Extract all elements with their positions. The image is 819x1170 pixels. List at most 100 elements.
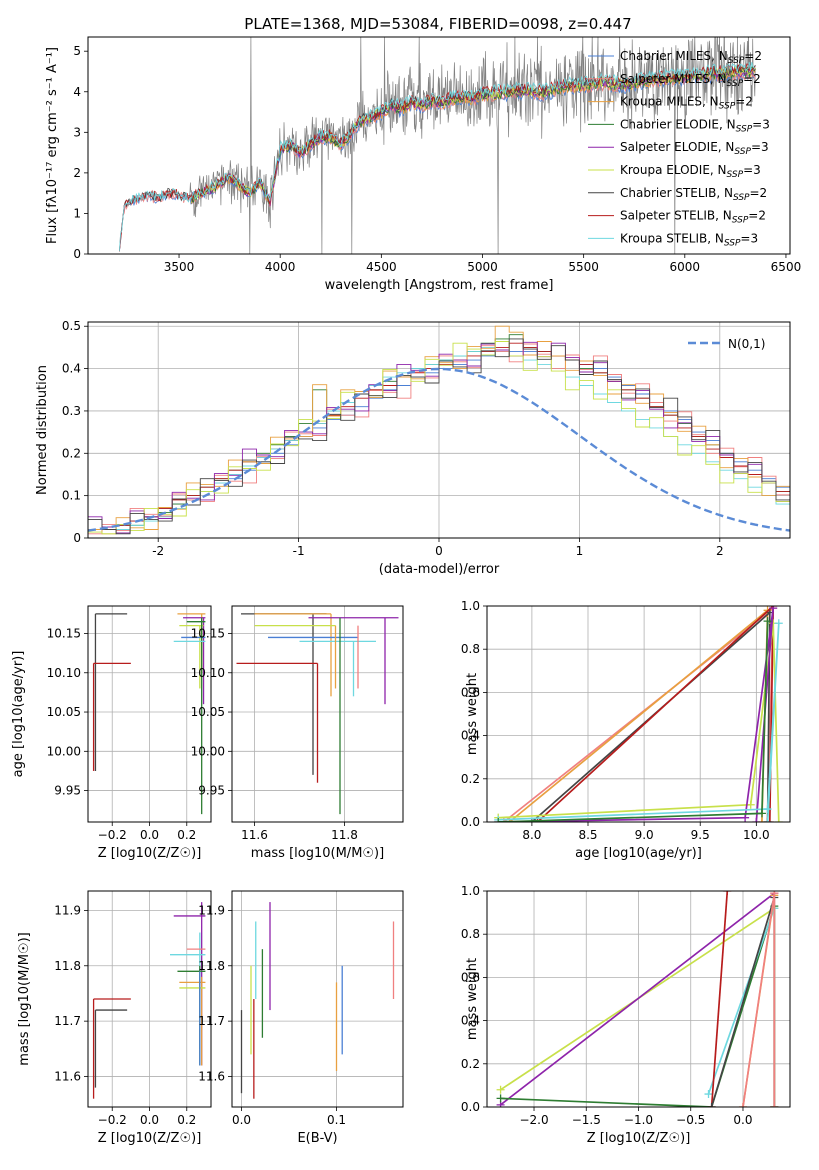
plus-marker xyxy=(496,1085,505,1094)
y-axis-label: Flux [fλ10⁻¹⁷ erg cm⁻² s⁻¹ A⁻¹] xyxy=(45,47,60,244)
y-tick-label: 10.15 xyxy=(47,626,81,640)
y-tick-label: 0.4 xyxy=(461,729,480,743)
plus-marker xyxy=(770,1103,779,1107)
y-axis-label: mass weight xyxy=(465,958,480,1040)
mass-vs-metallicity-panel: −0.2 0.0 0.2 11.6 11.7 11.8 11.9 Z [log10(Z/Z☉)… xyxy=(17,890,212,1146)
y-tick-label: 0 xyxy=(73,247,81,261)
errorbar-plot-area xyxy=(92,613,206,815)
model-spectrum-line xyxy=(119,63,756,252)
plus-marker xyxy=(746,800,755,809)
mass-vs-ebv-panel: 0.0 0.1 11.6 11.7 11.8 11.9 E(B-V) xyxy=(198,890,404,1146)
x-tick-label: −1.5 xyxy=(572,1113,601,1127)
age-vs-metallicity-panel: −0.2 0.0 0.2 9.95 10.00 10.05 10.10 10.15 Z [log… xyxy=(11,605,212,861)
y-tick-label: 0.6 xyxy=(461,970,480,984)
plus-marker xyxy=(704,1090,713,1099)
x-tick-label: 0.2 xyxy=(177,1113,196,1127)
x-tick-label: 0 xyxy=(435,544,443,558)
residual-histogram-panel: -2 -1 0 1 2 0 0.1 0.2 0.3 0.4 0.5 (data-model)/erro… xyxy=(35,319,791,577)
y-tick-label: 10.00 xyxy=(191,744,225,758)
axes-frame xyxy=(87,36,791,255)
x-tick-label: 8.0 xyxy=(522,828,541,842)
y-tick-label: 3 xyxy=(73,125,81,139)
x-tick-label: 9.0 xyxy=(635,828,654,842)
y-tick-label: 1.0 xyxy=(461,599,480,613)
y-tick-label: 0.8 xyxy=(461,927,480,941)
axes-frame xyxy=(231,890,404,1108)
legend-entry: Chabrier STELIB, NSSP=2 xyxy=(620,186,767,203)
plus-marker xyxy=(763,818,772,822)
y-tick-label: 4 xyxy=(73,85,81,99)
mass-weight-line xyxy=(536,606,775,822)
axes-frame xyxy=(87,890,212,1108)
y-tick-label: 11.8 xyxy=(54,959,81,973)
x-tick-label: 5000 xyxy=(467,260,498,274)
y-tick-label: 10.00 xyxy=(47,744,81,758)
axes-frame xyxy=(486,605,791,823)
mass-weight-line xyxy=(498,623,780,822)
x-tick-label: 9.5 xyxy=(691,828,710,842)
x-tick-label: 0.0 xyxy=(232,1113,251,1127)
x-tick-label: −0.2 xyxy=(98,1113,127,1127)
y-tick-label: 0.2 xyxy=(461,772,480,786)
legend-entry: Salpeter STELIB, NSSP=2 xyxy=(620,209,766,226)
x-tick-label: −1.0 xyxy=(624,1113,653,1127)
x-axis-label: Z [log10(Z/Z☉)] xyxy=(98,1131,202,1146)
y-tick-label: 10.05 xyxy=(47,705,81,719)
plus-marker xyxy=(763,617,772,626)
plus-marker xyxy=(765,818,774,822)
x-tick-label: 8.5 xyxy=(578,828,597,842)
x-tick-label: 1 xyxy=(576,544,584,558)
y-axis-label: age [log10(age/yr)] xyxy=(11,651,26,778)
y-tick-label: 0.2 xyxy=(461,1057,480,1071)
mass-weight-line xyxy=(498,623,780,822)
y-tick-label: 11.9 xyxy=(54,903,81,917)
axes-frame xyxy=(87,605,212,823)
age-vs-mass-panel: 11.6 11.8 9.95 10.00 10.05 10.10 10.15 mass [lo… xyxy=(191,605,404,861)
plus-marker xyxy=(757,809,766,818)
y-tick-label: 10.10 xyxy=(47,666,81,680)
plus-marker xyxy=(770,891,779,898)
line-plot-area xyxy=(496,891,779,1107)
y-tick-label: 0.5 xyxy=(62,319,81,333)
x-tick-label: 3500 xyxy=(164,260,195,274)
legend-entry: Chabrier MILES, NSSP=2 xyxy=(620,49,762,66)
legend-entry: Salpeter ELODIE, NSSP=3 xyxy=(620,140,769,157)
x-tick-label: 4500 xyxy=(366,260,397,274)
plus-marker xyxy=(741,813,750,822)
y-tick-label: 10.05 xyxy=(191,705,225,719)
x-tick-label: −2.0 xyxy=(519,1113,548,1127)
y-tick-label: 1 xyxy=(73,206,81,220)
model-spectrum-line xyxy=(119,64,756,252)
plus-marker xyxy=(707,1103,716,1107)
mass-weight-line xyxy=(500,906,776,1107)
y-tick-label: 9.95 xyxy=(198,784,225,798)
y-tick-label: 0.4 xyxy=(62,362,81,376)
x-tick-label: 2 xyxy=(716,544,724,558)
y-tick-label: 11.9 xyxy=(198,903,225,917)
x-tick-label: −0.2 xyxy=(98,828,127,842)
x-axis-label: wavelength [Angstrom, rest frame] xyxy=(325,278,554,293)
y-tick-label: 0.3 xyxy=(62,404,81,418)
histogram-plot-area xyxy=(88,325,790,538)
x-axis-label: E(B-V) xyxy=(297,1131,337,1146)
x-tick-label: 6500 xyxy=(771,260,802,274)
y-tick-label: 11.8 xyxy=(198,959,225,973)
y-axis-label: Normed distribution xyxy=(35,365,50,495)
axes-frame xyxy=(486,890,791,1108)
legend-entry: Salpeter MILES, NSSP=2 xyxy=(620,72,761,89)
x-tick-label: 0.2 xyxy=(177,828,196,842)
gaussian-curve xyxy=(88,367,790,532)
y-tick-label: 10.10 xyxy=(191,666,225,680)
x-tick-label: 5500 xyxy=(568,260,599,274)
x-tick-label: −0.5 xyxy=(676,1113,705,1127)
y-tick-label: 5 xyxy=(73,44,81,58)
y-tick-label: 11.6 xyxy=(198,1070,225,1084)
mass-weight-line xyxy=(508,608,769,822)
plus-marker xyxy=(774,619,783,628)
spectrum-legend: Chabrier MILES, NSSP=2 Salpeter MILES, NS… xyxy=(588,49,770,248)
errorbar-plot-area xyxy=(240,902,395,1099)
x-tick-label: 0.0 xyxy=(140,1113,159,1127)
legend-entry: Chabrier ELODIE, NSSP=3 xyxy=(620,117,770,134)
x-tick-label: 0.0 xyxy=(140,828,159,842)
plus-marker xyxy=(757,818,766,822)
